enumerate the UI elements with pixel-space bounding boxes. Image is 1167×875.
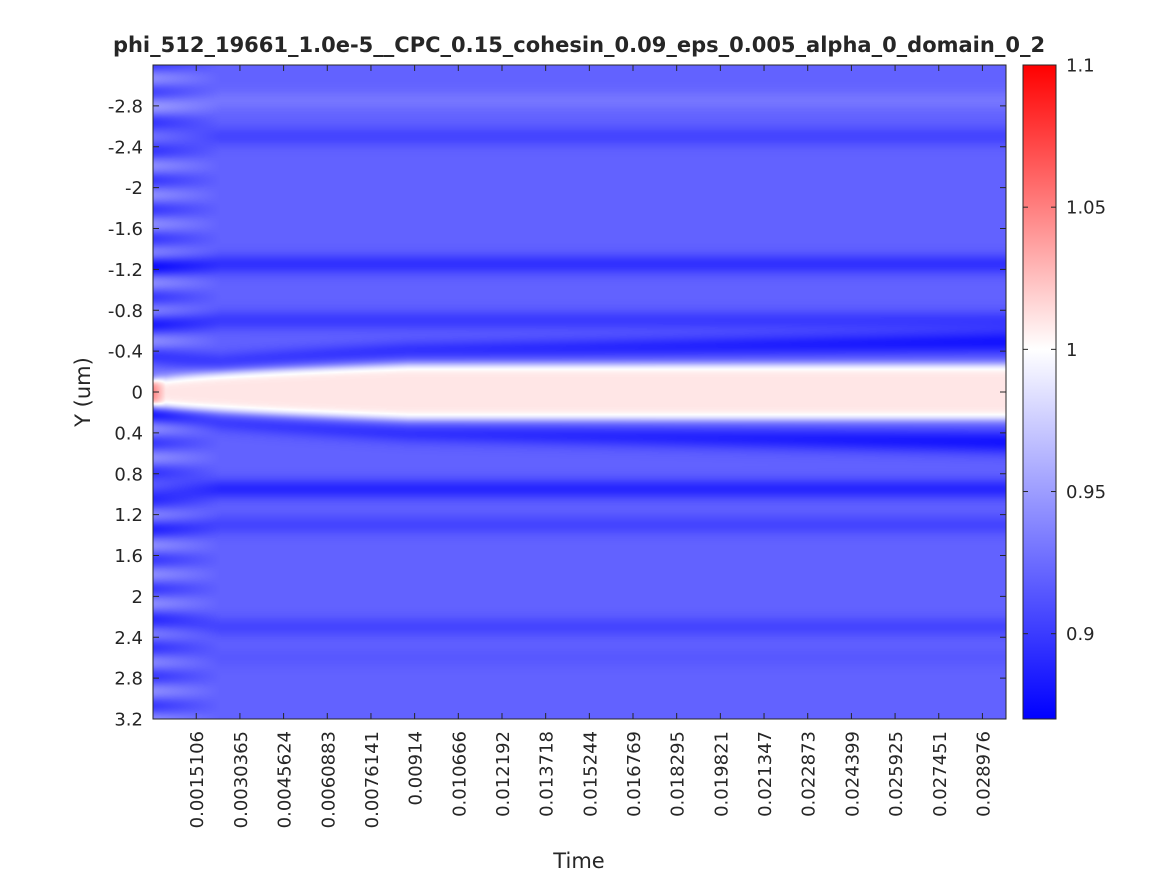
x-tick-label: 0.025925 — [886, 731, 907, 817]
colorbar-bar — [1022, 64, 1057, 720]
colorbar-tick-label: 1.1 — [1066, 56, 1095, 77]
y-tick-label: -2.8 — [108, 96, 143, 117]
x-tick-label: 0.00914 — [406, 731, 427, 805]
x-tick-label: 0.010666 — [449, 731, 470, 817]
y-tick-label: -0.4 — [108, 342, 143, 363]
y-tick-label: 2.8 — [114, 669, 143, 690]
x-tick-label: 0.019821 — [711, 731, 732, 817]
x-tick-label: 0.0045624 — [275, 731, 296, 828]
x-tick-label: 0.027451 — [930, 731, 951, 817]
x-tick-label: 0.0076141 — [362, 731, 383, 828]
colorbar-tick-label: 1.05 — [1066, 198, 1106, 219]
y-tick-label: 3.2 — [114, 710, 143, 731]
colorbar-ticks: 0.9 0.95 1 1.05 1.1 — [1023, 56, 1106, 645]
heatmap-image — [153, 65, 1006, 719]
x-tick-label: 0.024399 — [842, 731, 863, 817]
x-tick-label: 0.016769 — [624, 731, 645, 817]
y-tick-label: -1.2 — [108, 260, 143, 281]
y-tick-label: -1.6 — [108, 219, 143, 240]
y-axis: -2.8 -2.4 -2 -1.6 -1.2 -0.8 -0.4 0 0.4 0.8 1.2 1.6 2… — [108, 96, 1006, 731]
x-tick-label: 0.0015106 — [187, 731, 208, 828]
x-axis-label: Time — [552, 849, 604, 873]
x-tick-label: 0.018295 — [668, 731, 689, 817]
y-tick-label: 2 — [132, 587, 143, 608]
x-tick-label: 0.021347 — [755, 731, 776, 817]
x-tick-label: 0.015244 — [580, 731, 601, 817]
y-tick-label: 1.2 — [114, 505, 143, 526]
y-tick-label: 2.4 — [114, 628, 143, 649]
colorbar: 0.9 0.95 1 1.05 1.1 — [1022, 56, 1106, 720]
y-tick-label: -0.8 — [108, 301, 143, 322]
y-axis-label: Y (um) — [71, 357, 95, 428]
colorbar-tick-label: 1 — [1066, 340, 1077, 361]
x-tick-label: 0.0060883 — [318, 731, 339, 828]
heatmap-plot-area — [152, 64, 1007, 720]
x-tick-label: 0.0030365 — [231, 731, 252, 828]
colorbar-tick-label: 0.9 — [1066, 624, 1095, 645]
y-tick-label: -2 — [125, 178, 143, 199]
x-axis: 0.0015106 0.0030365 0.0045624 0.0060883 0.00… — [187, 65, 994, 828]
y-tick-label: 0.4 — [114, 423, 143, 444]
x-tick-label: 0.012192 — [493, 731, 514, 817]
y-tick-label: -2.4 — [108, 137, 143, 158]
x-tick-label: 0.028976 — [973, 731, 994, 817]
colorbar-tick-label: 0.95 — [1066, 482, 1106, 503]
y-tick-label: 0.8 — [114, 464, 143, 485]
y-tick-label: 1.6 — [114, 546, 143, 567]
x-tick-label: 0.022873 — [799, 731, 820, 817]
heatmap-image-holder — [153, 65, 1006, 719]
y-tick-label: 0 — [132, 383, 143, 404]
x-tick-label: 0.013718 — [537, 731, 558, 817]
chart-title: phi_512_19661_1.0e-5__CPC_0.15_cohesin_0… — [113, 33, 1045, 57]
